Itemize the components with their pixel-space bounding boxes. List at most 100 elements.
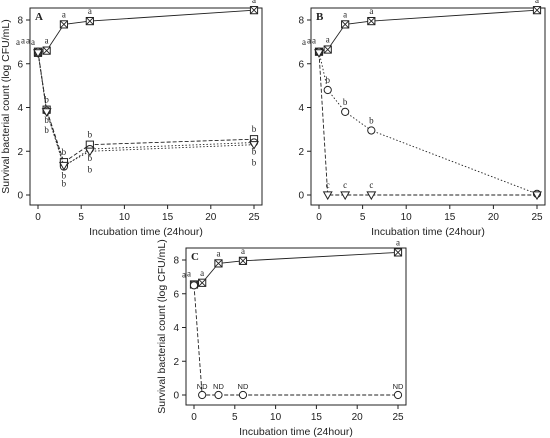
panel-a-series-0-label: a — [31, 37, 35, 47]
panel-a-x-tick-label: 5 — [78, 212, 84, 223]
panel-a-series-0-point-cross — [85, 17, 94, 26]
panel-b-series-0-point-cross — [367, 17, 376, 26]
panel-a-series-1-label: a — [26, 36, 30, 46]
panel-b-x-axis-title: Incubation time (24hour) — [371, 226, 485, 238]
panel-a-series-0-label: a — [252, 0, 256, 5]
panel-a-y-axis-title: Survival bacterial count (log CFU/mL) — [0, 19, 12, 193]
panel-a-series-3-label: a — [16, 37, 20, 47]
panel-b-series-2-label: c — [369, 180, 373, 190]
panel-c-y-tick-label: 6 — [173, 289, 179, 300]
panel-c-series-0-point-cross — [198, 278, 207, 287]
panel-b-series-0-point-cross — [341, 20, 350, 29]
panel-c-series-0-point-cross — [394, 248, 402, 257]
panel-a-series-1-label: b — [44, 95, 49, 105]
panel-c-series-1-label: ND — [393, 382, 404, 391]
panel-b-series-0-label: a — [369, 6, 373, 16]
panel-c-series-0-label: a — [187, 268, 191, 278]
panel-a-series-3-label: b — [252, 158, 257, 168]
panel-a-series-2-label: b — [88, 153, 93, 163]
panel-b-series-1-label: b — [343, 97, 348, 107]
panel-a-frame — [29, 7, 263, 206]
panel-b-series-1-point — [367, 126, 376, 135]
panel-c-x-tick-label: 20 — [352, 412, 364, 423]
panel-b-y-tick-label: 0 — [298, 191, 304, 202]
panel-a-y-tick-label: 0 — [17, 191, 23, 202]
panel-b-series-2-label: c — [343, 180, 347, 190]
panel-a-series-3-label: b — [44, 125, 49, 135]
panel-c-series-0-point — [393, 248, 403, 257]
panel-b-series-1-label: b — [369, 115, 374, 125]
panel-a-letter: A — [35, 11, 43, 23]
panel-b-x-tick-label: 10 — [401, 212, 413, 223]
panel-b-series-0-label: a — [326, 35, 330, 45]
panel-b-series-1-label: b — [325, 75, 330, 85]
panel-a-series-0-label: a — [62, 9, 66, 19]
panel-b-series-2-label: c — [326, 180, 330, 190]
panel-a-x-tick-label: 0 — [35, 212, 41, 223]
panel-c-y-tick-label: 4 — [173, 323, 179, 334]
panel-b-series-0-label: a — [535, 0, 539, 5]
panel-a-y-tick-label: 4 — [17, 103, 23, 114]
panel-c-series-1-point — [198, 390, 207, 400]
panel-b-series-0-point — [532, 6, 542, 15]
panel-b-letter: B — [316, 11, 324, 23]
panel-a-y-tick-label: 6 — [17, 59, 23, 70]
panel-b-y-tick-label: 8 — [298, 16, 304, 27]
panel-a-series-0-point — [85, 16, 94, 26]
panel-a-series-3-line — [37, 52, 255, 167]
panel-a-x-tick-label: 15 — [162, 212, 174, 223]
panel-b-x-tick-label: 25 — [531, 212, 543, 223]
panel-b-x-tick-label: 20 — [488, 212, 500, 223]
panel-c-x-tick-label: 5 — [232, 412, 238, 423]
panel-c-series-1-point — [189, 281, 199, 290]
panel-a-series-3-point — [58, 161, 69, 171]
panel-b-y-tick-label: 6 — [298, 59, 304, 70]
panel-a-series-0-point — [42, 46, 51, 55]
panel-c-series-0-label: a — [241, 246, 245, 256]
panel-c-series-0-line — [193, 251, 399, 285]
panel-c-series-1-label: ND — [197, 382, 208, 391]
panel-b-x-tick-label: 0 — [316, 212, 322, 223]
panel-a-series-3-point — [249, 141, 259, 150]
panel-a-series-1-label: b — [62, 147, 67, 157]
panel-b-series-0-label: a — [312, 36, 316, 46]
panel-a-series-3-label: b — [62, 178, 67, 188]
panel-b-y-tick-label: 2 — [298, 147, 304, 158]
panel-c-series-0-label: a — [200, 268, 204, 278]
panel-c: C 0 5 10 15 20 25 0 2 4 6 8 Incubation time (24hour)… — [156, 237, 407, 438]
panel-c-series-1-point — [393, 390, 403, 400]
panel-c-series-0-point — [198, 278, 207, 287]
panel-c-y-tick-label: 2 — [173, 357, 179, 368]
panel-c-frame — [185, 247, 407, 406]
panel-b-y-tick-label: 4 — [298, 103, 304, 114]
panel-c-series-0-label: a — [396, 237, 400, 247]
panel-a-series-0-point-cross — [250, 6, 258, 15]
panel-b-series-0-label: a — [343, 9, 347, 19]
panel-a-y-tick-label: 2 — [17, 147, 23, 158]
panel-c-y-tick-label: 0 — [173, 391, 179, 402]
panel-a-series-0-label: a — [45, 36, 49, 46]
panel-c-series-1-label: ND — [213, 382, 224, 391]
panel-a-series-3-point — [84, 147, 95, 157]
panel-a-series-0-point-cross — [60, 20, 68, 29]
panel-a-x-tick-label: 20 — [205, 212, 217, 223]
panel-a-x-axis-title: Incubation time (24hour) — [89, 226, 203, 238]
panel-a-series-2-label: b — [44, 115, 49, 125]
panel-a-series-2-label: b — [62, 171, 67, 181]
panel-c-x-tick-label: 0 — [191, 412, 197, 423]
panel-b-series-2-line — [318, 52, 537, 196]
panel-c-series-1-label: ND — [238, 382, 249, 391]
panel-a-series-2-label: a — [21, 36, 25, 46]
panel-c-series-1-point — [238, 390, 248, 400]
panel-a-series-0-line — [37, 9, 255, 54]
panel-a-series-3-point — [41, 108, 52, 117]
panel-a-series-0-point-cross — [42, 46, 51, 55]
panel-b-series-0-line — [318, 9, 538, 53]
panel-b-series-0-point — [323, 45, 332, 54]
panel-c-series-0-point-cross — [214, 259, 223, 268]
panel-c-y-axis-title: Survival bacterial count (log CFU/mL) — [156, 239, 168, 413]
panel-b-series-1-point — [323, 85, 332, 95]
panel-c-series-0-point — [238, 256, 248, 265]
panel-a-series-3-label: b — [88, 164, 93, 174]
